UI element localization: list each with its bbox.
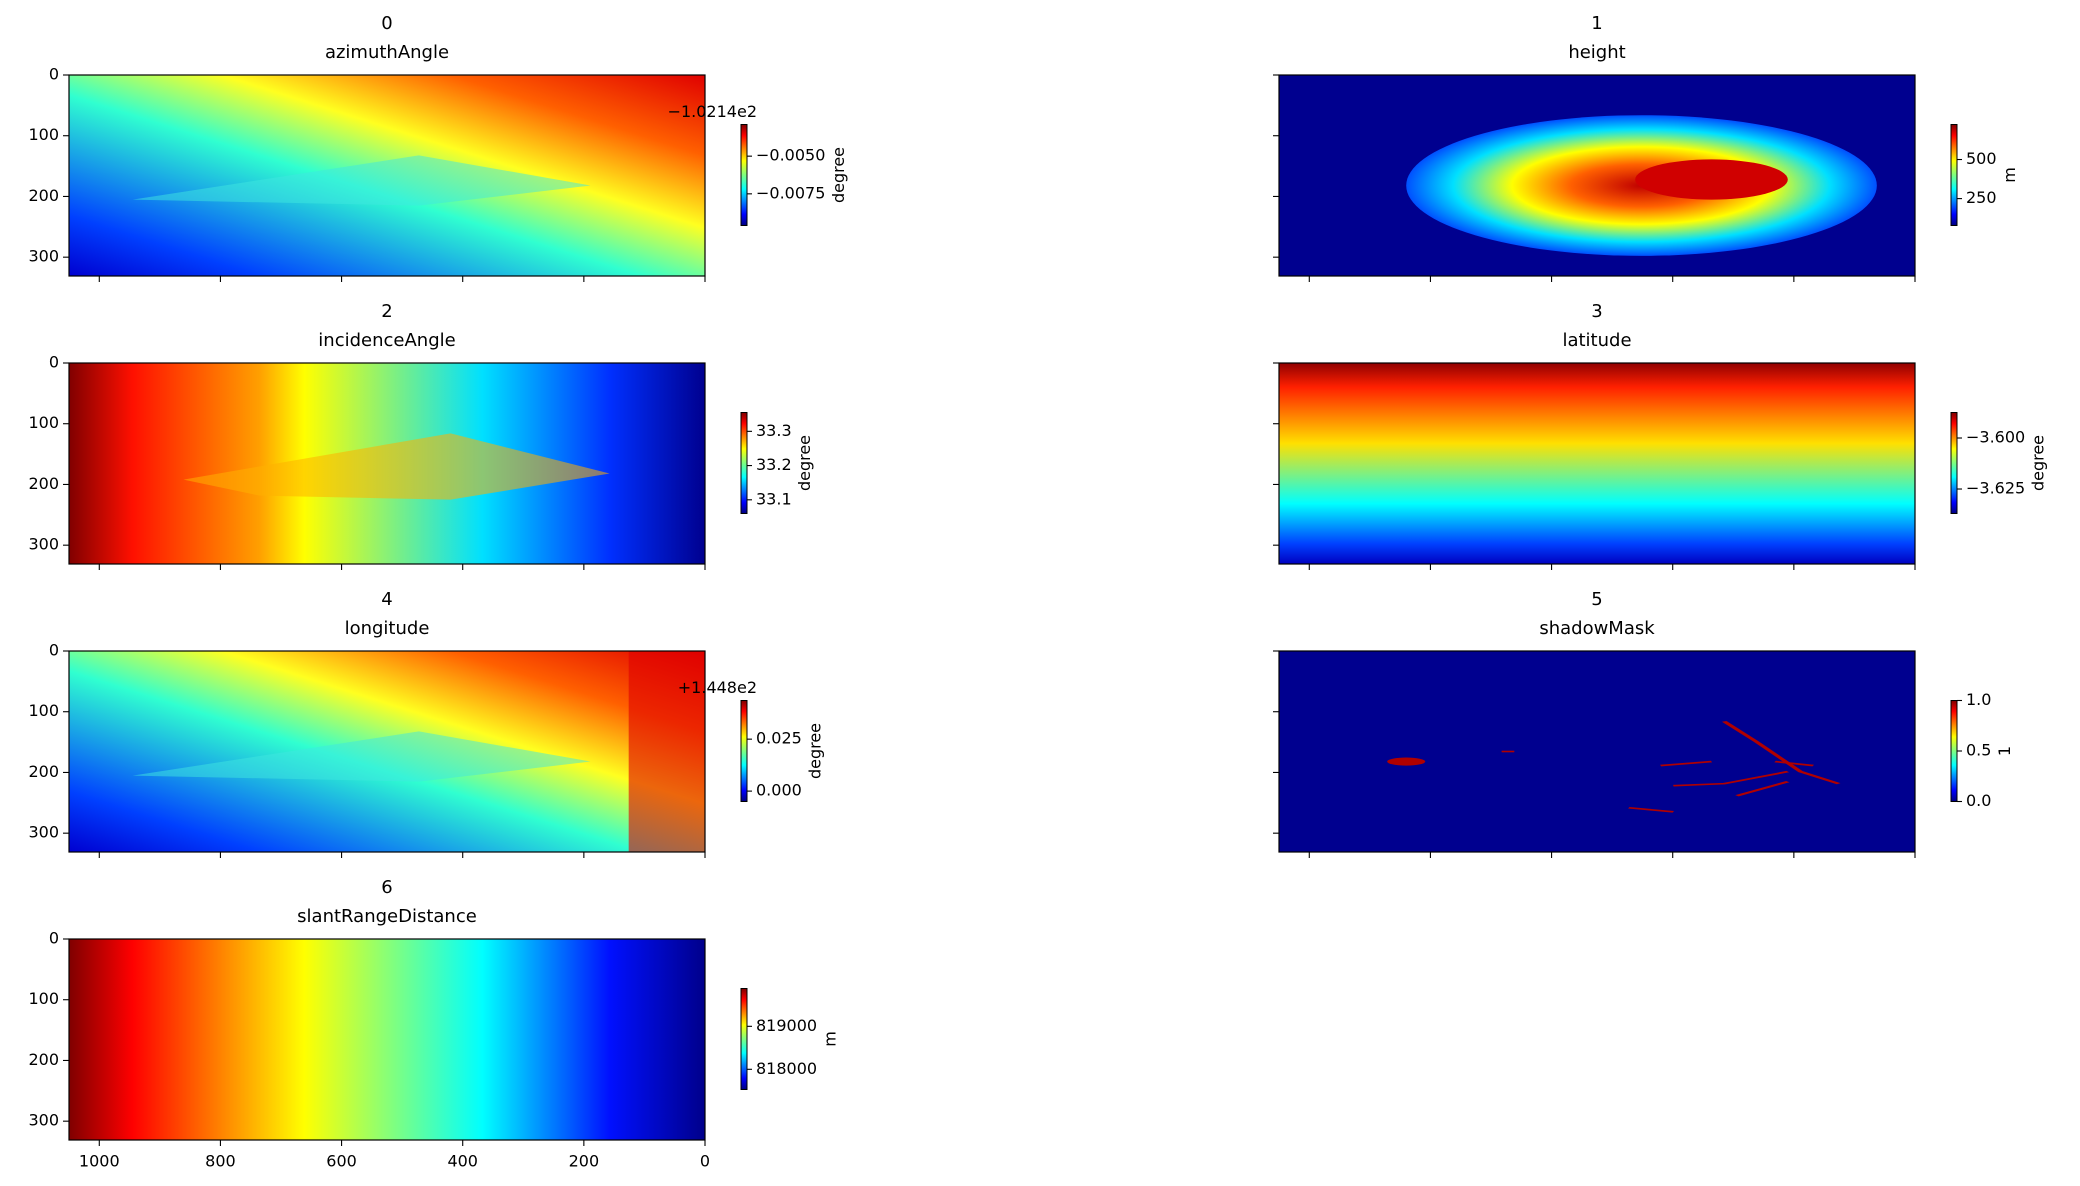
y-tick-label: 300	[28, 535, 59, 554]
colorbar-tick-label: −3.600	[1966, 428, 2025, 447]
panel-index: 5	[1591, 589, 1602, 610]
colorbar-label: m	[821, 1031, 840, 1047]
colorbar	[740, 412, 748, 514]
axes-frame	[68, 74, 706, 277]
image	[69, 363, 705, 564]
colorbar-tick-label: −0.0050	[756, 146, 825, 165]
axes-frame	[68, 650, 706, 853]
y-tick-label: 300	[28, 247, 59, 266]
panel-index: 2	[381, 301, 392, 322]
y-tick-label: 100	[28, 701, 59, 720]
y-tick-label: 200	[28, 762, 59, 781]
y-tick-label: 0	[49, 65, 59, 84]
panel-title: slantRangeDistance	[297, 906, 477, 927]
panel-title: azimuthAngle	[325, 42, 449, 63]
colorbar-label: m	[2000, 167, 2019, 183]
colorbar-tick-label: 1.0	[1966, 690, 1991, 709]
panel-index: 4	[381, 589, 392, 610]
y-tick-label: 0	[49, 929, 59, 948]
colorbar-tick-label: 0.000	[756, 781, 802, 800]
y-tick-label: 100	[28, 125, 59, 144]
axes-frame	[1278, 650, 1916, 853]
y-tick-label: 200	[28, 474, 59, 493]
colorbar-tick-label: 0.0	[1966, 791, 1991, 810]
colorbar-tick-label: 0.5	[1966, 741, 1991, 760]
colorbar-tick-label: 33.3	[756, 421, 792, 440]
x-tick-label: 800	[205, 1152, 236, 1171]
panel-index: 3	[1591, 301, 1602, 322]
axes-frame	[1278, 362, 1916, 565]
image	[1279, 75, 1915, 276]
colorbar	[1950, 124, 1958, 226]
x-tick-label: 200	[569, 1152, 600, 1171]
image	[69, 75, 705, 276]
colorbar	[740, 988, 748, 1090]
x-tick-label: 0	[700, 1152, 710, 1171]
y-tick-label: 0	[49, 641, 59, 660]
panel-title: height	[1568, 42, 1625, 63]
panel-index: 1	[1591, 13, 1602, 34]
colorbar-tick-label: 33.1	[756, 489, 792, 508]
colorbar-tick-label: 0.025	[756, 729, 802, 748]
colorbar	[1950, 700, 1958, 802]
colorbar-offset: +1.448e2	[678, 678, 757, 697]
colorbar	[1950, 412, 1958, 514]
image	[69, 939, 705, 1140]
y-tick-label: 100	[28, 413, 59, 432]
colorbar-label: degree	[2029, 435, 2048, 491]
colorbar-tick-label: 819000	[756, 1016, 817, 1035]
y-tick-label: 300	[28, 823, 59, 842]
axes-frame	[68, 362, 706, 565]
colorbar-tick-label: 500	[1966, 149, 1997, 168]
colorbar-label: degree	[795, 435, 814, 491]
colorbar-tick-label: 33.2	[756, 455, 792, 474]
panel-title: longitude	[345, 618, 430, 639]
colorbar	[740, 700, 748, 802]
axes-frame	[1278, 74, 1916, 277]
axes-frame	[68, 938, 706, 1141]
image	[1279, 651, 1915, 852]
x-tick-label: 400	[447, 1152, 478, 1171]
y-tick-label: 0	[49, 353, 59, 372]
image	[1279, 363, 1915, 564]
y-tick-label: 300	[28, 1111, 59, 1130]
panel-index: 0	[381, 13, 392, 34]
image	[69, 651, 705, 852]
y-tick-label: 200	[28, 186, 59, 205]
colorbar-label: degree	[805, 723, 824, 779]
panel-index: 6	[381, 877, 392, 898]
colorbar-tick-label: −0.0075	[756, 183, 825, 202]
panel-title: incidenceAngle	[318, 330, 455, 351]
y-tick-label: 100	[28, 989, 59, 1008]
x-tick-label: 600	[326, 1152, 357, 1171]
colorbar-tick-label: 250	[1966, 188, 1997, 207]
colorbar-label: degree	[829, 147, 848, 203]
panel-title: latitude	[1562, 330, 1631, 351]
colorbar-tick-label: −3.625	[1966, 479, 2025, 498]
colorbar-label: 1	[1995, 746, 2014, 756]
x-tick-label: 1000	[79, 1152, 120, 1171]
colorbar-offset: −1.0214e2	[668, 102, 757, 121]
y-tick-label: 200	[28, 1050, 59, 1069]
colorbar	[740, 124, 748, 226]
colorbar-tick-label: 818000	[756, 1059, 817, 1078]
panel-title: shadowMask	[1539, 618, 1655, 639]
